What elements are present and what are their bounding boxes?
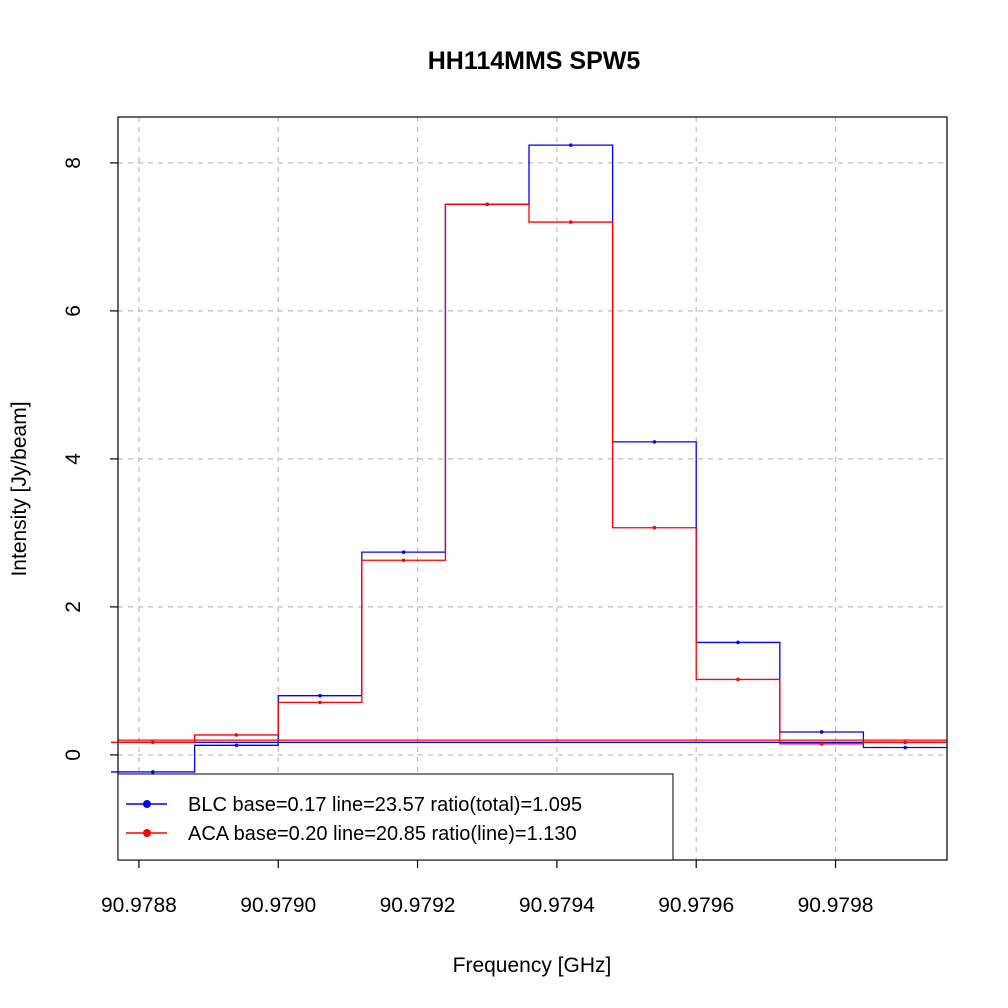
data-point <box>151 740 155 745</box>
legend-entry: ACA base=0.20 line=20.85 ratio(line)=1.1… <box>126 823 577 845</box>
legend-swatch-dot <box>143 829 151 837</box>
y-axis: 0 2 4 6 8 <box>62 157 118 761</box>
legend-label: ACA base=0.20 line=20.85 ratio(line)=1.1… <box>188 823 577 845</box>
y-tick-label: 8 <box>62 157 85 169</box>
y-tick-label: 4 <box>62 453 85 465</box>
data-point <box>401 558 406 563</box>
x-tick-label: 90.9796 <box>658 894 734 917</box>
data-point <box>234 733 239 737</box>
legend-swatch-dot <box>143 800 151 808</box>
legend: BLC base=0.17 line=23.57 ratio(total)=1.… <box>117 773 674 861</box>
data-point <box>485 202 490 207</box>
series-step-line <box>111 203 947 745</box>
y-axis-label: Intensity [Jy/beam] <box>8 401 31 576</box>
y-tick-label: 0 <box>62 749 85 761</box>
y-tick-label: 6 <box>62 305 85 317</box>
x-tick-label: 90.9788 <box>101 894 177 917</box>
data-point <box>652 440 657 444</box>
data-point <box>151 770 155 774</box>
data-point <box>234 743 239 748</box>
data-point <box>903 745 908 750</box>
data-point <box>819 742 824 746</box>
x-tick-label: 90.9798 <box>798 894 874 917</box>
series-layer <box>111 143 947 774</box>
x-axis: 90.9788 90.9790 90.9792 90.9794 90.9796 90.97… <box>101 860 874 917</box>
data-point <box>569 143 573 147</box>
legend-box <box>117 773 674 861</box>
data-point <box>318 693 322 698</box>
legend-entry: BLC base=0.17 line=23.57 ratio(total)=1.… <box>126 794 582 816</box>
data-point <box>819 730 824 734</box>
series-2 <box>111 202 947 746</box>
data-point <box>652 525 657 530</box>
chart-title: HH114MMS SPW5 <box>428 47 641 75</box>
plot-frame <box>117 116 948 861</box>
grid <box>118 117 947 860</box>
y-tick-label: 2 <box>62 601 85 613</box>
data-point <box>736 677 740 682</box>
data-point <box>401 550 406 554</box>
x-tick-label: 90.9794 <box>519 894 595 917</box>
data-point <box>569 220 573 224</box>
data-point <box>318 700 322 705</box>
x-tick-label: 90.9792 <box>380 894 456 917</box>
x-tick-label: 90.9790 <box>240 894 316 917</box>
x-axis-label: Frequency [GHz] <box>453 954 612 977</box>
data-point <box>736 640 740 645</box>
legend-label: BLC base=0.17 line=23.57 ratio(total)=1.… <box>188 794 582 816</box>
data-point <box>903 740 908 745</box>
